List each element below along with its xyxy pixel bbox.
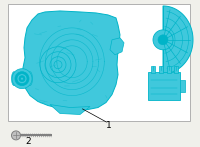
- Polygon shape: [50, 105, 90, 115]
- FancyBboxPatch shape: [174, 66, 178, 73]
- FancyBboxPatch shape: [159, 66, 163, 73]
- FancyBboxPatch shape: [151, 66, 155, 73]
- Polygon shape: [163, 6, 193, 74]
- Ellipse shape: [12, 72, 16, 86]
- Circle shape: [19, 76, 25, 82]
- Ellipse shape: [28, 72, 32, 86]
- FancyBboxPatch shape: [180, 80, 185, 92]
- FancyBboxPatch shape: [167, 66, 171, 73]
- Circle shape: [17, 74, 27, 84]
- Circle shape: [158, 35, 168, 45]
- Text: 1: 1: [106, 121, 112, 130]
- Circle shape: [15, 72, 29, 86]
- Polygon shape: [110, 38, 124, 55]
- Circle shape: [153, 30, 173, 50]
- FancyBboxPatch shape: [148, 72, 180, 100]
- Circle shape: [12, 131, 21, 140]
- Polygon shape: [22, 11, 120, 110]
- Text: 2: 2: [25, 137, 31, 146]
- FancyBboxPatch shape: [8, 4, 190, 121]
- Circle shape: [12, 69, 32, 89]
- Circle shape: [21, 77, 24, 80]
